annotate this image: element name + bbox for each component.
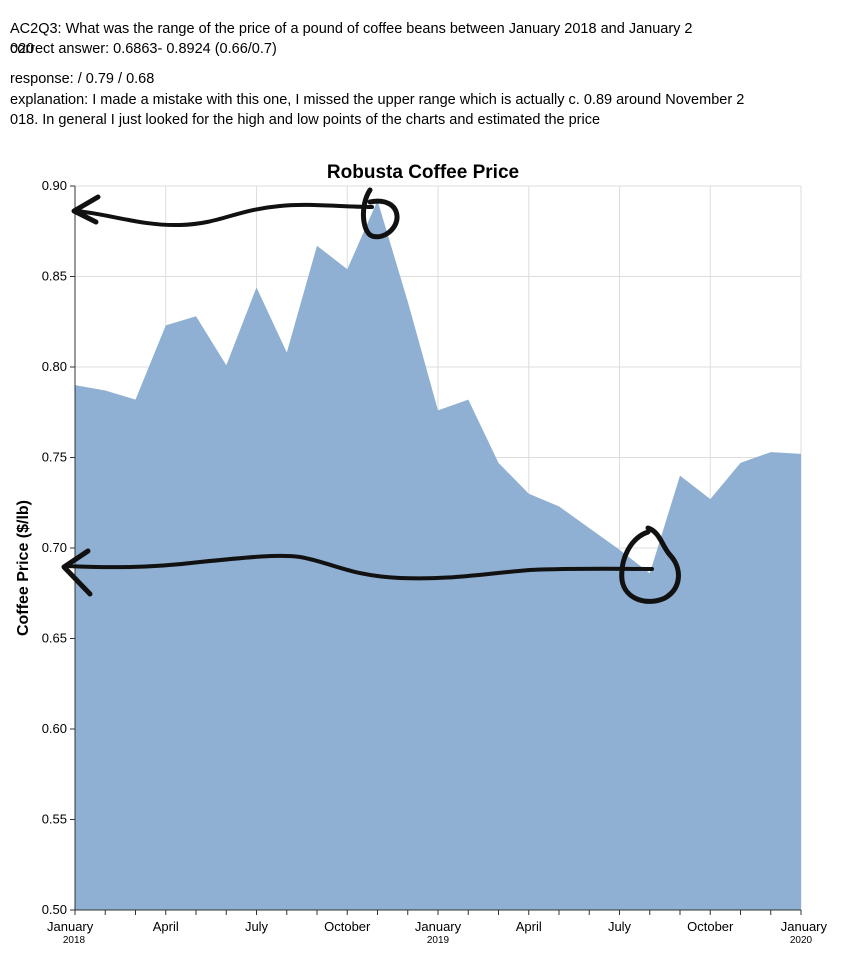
upper-circle [361,187,400,240]
y-tick-label: 0.75 [42,450,67,465]
axis-layer: 0.50 0.55 0.60 0.65 0.70 0.75 0.80 0.85 0.90 Janu… [42,178,828,946]
x-tick-label: July [245,919,269,934]
question-overflow-text: 020 [10,41,35,57]
x-tick-year-label: 2019 [427,935,450,946]
lower-circle [619,525,681,604]
x-tick-label: October [687,919,734,934]
x-tick-label: April [153,919,179,934]
y-tick-label: 0.70 [42,540,67,555]
x-tick-year-label: 2020 [790,935,813,946]
chart-title: Robusta Coffee Price [327,162,519,183]
correct-answer-text: correct answer: 0.6863- 0.8924 (0.66/0.7… [10,41,277,57]
lower-arrow-head [61,548,93,597]
question-text: AC2Q3: What was the range of the price o… [10,21,693,37]
y-tick-label: 0.50 [42,902,67,917]
y-tick-label: 0.80 [42,359,67,374]
x-tick-label: July [608,919,632,934]
y-tick-label: 0.55 [42,812,67,827]
price-area [75,200,801,910]
y-tick-label: 0.65 [42,631,67,646]
explanation-text-line2: 018. In general I just looked for the hi… [10,112,601,128]
x-tick-label: January [415,919,462,934]
y-tick-label: 0.60 [42,721,67,736]
y-tick-label: 0.90 [42,178,67,193]
y-tick-label: 0.85 [42,269,67,284]
handwritten-annotations [61,187,681,604]
lower-arrow-line [64,553,654,581]
x-tick-label: January [781,919,828,934]
upper-arrow-line [74,202,374,228]
x-tick-label: October [324,919,371,934]
upper-arrow-head [71,194,101,225]
explanation-text-line1: explanation: I made a mistake with this … [10,92,745,108]
x-tick-year-label: 2018 [63,935,86,946]
y-axis-label: Coffee Price ($/lb) [15,500,32,636]
response-text: response: / 0.79 / 0.68 [10,71,155,87]
x-tick-label: January [47,919,94,934]
x-tick-label: April [516,919,542,934]
